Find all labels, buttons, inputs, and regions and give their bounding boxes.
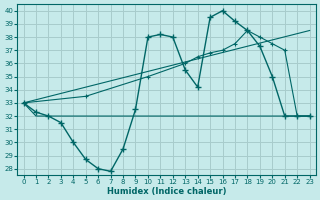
X-axis label: Humidex (Indice chaleur): Humidex (Indice chaleur) [107, 187, 226, 196]
